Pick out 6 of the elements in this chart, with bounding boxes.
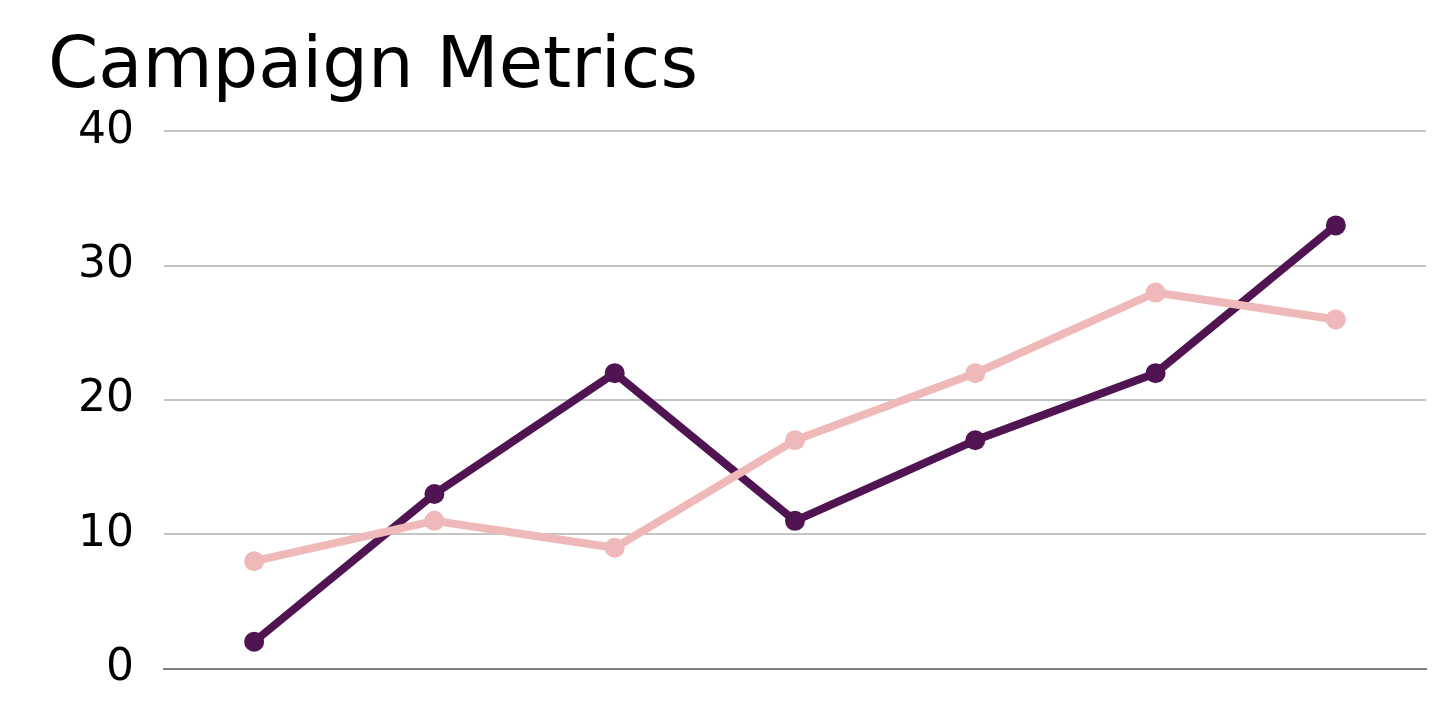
y-tick-label: 40	[77, 101, 134, 153]
y-tick-label: 10	[77, 504, 134, 556]
chart-title: Campaign Metrics	[48, 19, 698, 104]
y-tick-label: 20	[77, 370, 134, 422]
y-tick-label: 0	[105, 639, 134, 691]
y-tick-label: 30	[77, 236, 134, 288]
